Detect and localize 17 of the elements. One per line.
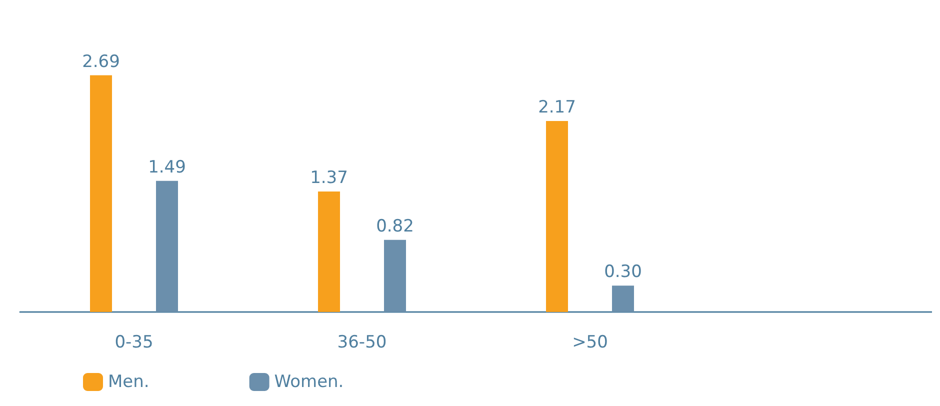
legend-label: Men. [108,372,150,392]
data-label: 0.30 [604,262,642,282]
bar [384,240,406,312]
data-label: 2.69 [82,52,120,72]
data-label: 1.37 [310,168,348,188]
bar [156,180,178,312]
bar [90,75,112,312]
legend-label: Women. [274,372,344,392]
x-tick-label: >50 [572,332,608,352]
x-tick-label: 36-50 [337,332,387,352]
data-label: 2.17 [538,98,576,118]
bar [318,191,340,312]
data-label: 0.82 [376,216,414,236]
x-tick-label: 0-35 [114,332,154,352]
bar [546,121,568,312]
bar [612,286,634,312]
data-label: 1.49 [148,157,186,178]
